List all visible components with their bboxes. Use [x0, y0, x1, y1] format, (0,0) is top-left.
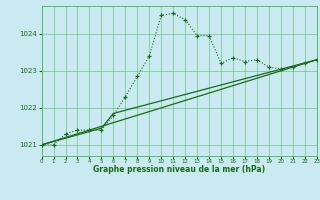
X-axis label: Graphe pression niveau de la mer (hPa): Graphe pression niveau de la mer (hPa) — [93, 165, 265, 174]
